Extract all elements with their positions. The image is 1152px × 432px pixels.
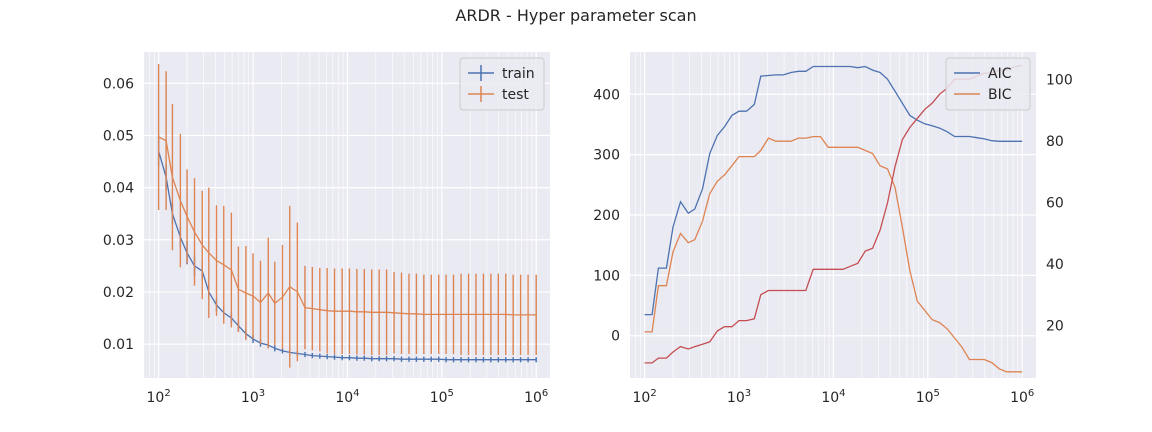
y-tick-label: 100 — [593, 268, 620, 284]
y-axis: 0.01 0.02 0.03 0.04 0.05 0.06 — [103, 76, 550, 353]
x-tick-label: 104 — [335, 388, 359, 406]
series-line — [157, 150, 537, 361]
series-test — [157, 63, 537, 368]
series-line — [644, 135, 1023, 373]
legend-label: test — [502, 87, 529, 103]
y-axis: 0 100 200 300 400 — [593, 87, 1036, 345]
x-tick-label: 106 — [1010, 388, 1034, 406]
x-tick-label: 103 — [727, 388, 751, 406]
legend-label: train — [502, 66, 535, 82]
y-tick-label: 200 — [593, 208, 620, 224]
x-tick-label: 102 — [633, 388, 657, 406]
series-line — [158, 136, 537, 316]
y-tick-label: 0 — [611, 329, 620, 345]
chart-panel-2: 102 103 104 105 106 0 100 200 300 400 20 40 60 80 100 A… — [593, 52, 1073, 406]
series-aic — [644, 65, 1023, 316]
y2-tick-label: 40 — [1046, 257, 1064, 273]
y2-tick-label: 60 — [1046, 196, 1064, 212]
y-tick-label: 0.04 — [103, 181, 134, 197]
chart-panel-1: 102 103 104 105 106 0.01 0.02 0.03 0.04 0.05 0.06 t… — [103, 52, 550, 406]
y-tick-label: 0.02 — [103, 285, 134, 301]
x-tick-label: 105 — [916, 388, 940, 406]
x-tick-label: 106 — [524, 388, 548, 406]
legend: train test — [459, 57, 545, 111]
y2-tick-label: 80 — [1046, 134, 1064, 150]
figure-title: ARDR - Hyper parameter scan — [455, 6, 697, 25]
y2-axis: 20 40 60 80 100 — [1046, 73, 1073, 335]
y-tick-label: 0.03 — [103, 233, 134, 249]
y2-tick-label: 20 — [1046, 319, 1064, 335]
x-tick-label: 102 — [147, 388, 171, 406]
y-tick-label: 0.06 — [103, 76, 134, 92]
y-tick-label: 0.01 — [103, 337, 134, 353]
legend-label: AIC — [988, 66, 1012, 82]
y-tick-label: 300 — [593, 148, 620, 164]
x-tick-label: 104 — [821, 388, 845, 406]
legend-label: BIC — [988, 87, 1012, 103]
legend: AIC BIC — [945, 57, 1031, 111]
y-tick-label: 400 — [593, 87, 620, 103]
y2-tick-label: 100 — [1046, 73, 1073, 89]
series-line — [644, 65, 1023, 316]
x-tick-label: 103 — [241, 388, 265, 406]
y-tick-label: 0.05 — [103, 128, 134, 144]
legend-box — [945, 57, 1031, 111]
x-tick-label: 105 — [430, 388, 454, 406]
series-bic — [644, 135, 1023, 373]
